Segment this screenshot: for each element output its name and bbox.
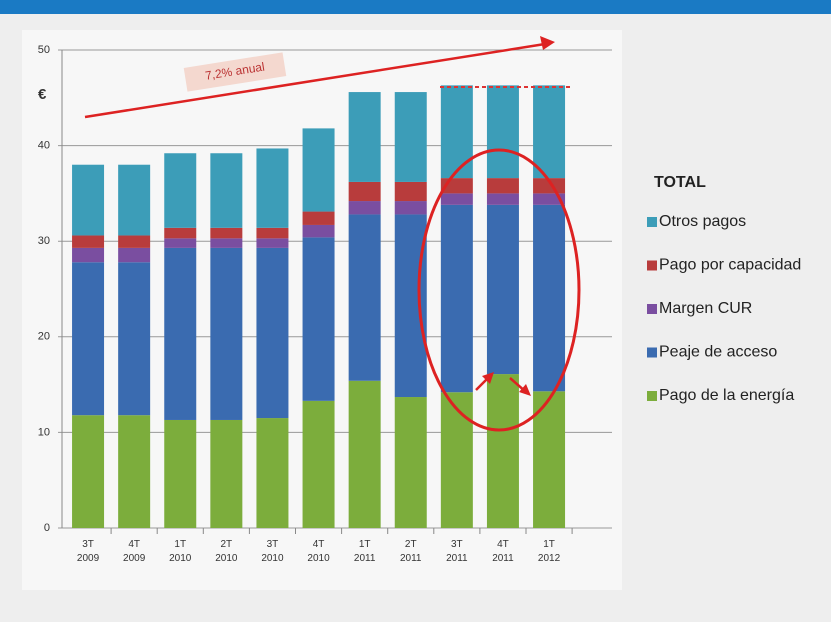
- bar-segment: [210, 227, 243, 239]
- bar-segment: [394, 181, 427, 202]
- bar-segment: [256, 238, 289, 248]
- bar-segment: [118, 415, 151, 528]
- x-tick-label: 3T 2011: [446, 539, 468, 564]
- bar-segment: [256, 148, 289, 228]
- bar-segment: [440, 392, 473, 528]
- bar-segment: [118, 164, 151, 236]
- legend-swatch: [647, 391, 657, 401]
- legend-label: Pago por capacidad: [659, 257, 801, 274]
- x-tick-label: 2T 2010: [215, 539, 238, 564]
- bar-segment: [210, 419, 243, 528]
- grid: [58, 49, 612, 534]
- bar-segment: [486, 204, 519, 375]
- x-tick-label: 1T 2010: [169, 539, 192, 564]
- bar-segment: [302, 224, 335, 238]
- bar-segment: [348, 201, 381, 215]
- bar-segment: [348, 181, 381, 202]
- annotation-bg: [183, 52, 287, 92]
- bar-segment: [210, 247, 243, 420]
- up-arrow-head: [482, 372, 494, 384]
- bar-segment: [256, 227, 289, 239]
- bar-segment: [302, 211, 335, 225]
- bar-segment: [72, 164, 105, 236]
- bar-segment: [118, 262, 151, 416]
- y-tick-label: 20: [38, 331, 50, 343]
- legend-label: Pago de la energía: [659, 387, 794, 404]
- highlight-ellipse: [417, 148, 581, 432]
- y-tick-label: 30: [38, 235, 50, 247]
- y-tick-label: 0: [44, 522, 50, 534]
- bar-segment: [210, 238, 243, 248]
- trend-arrow: [84, 42, 546, 119]
- bar-segment: [118, 247, 151, 263]
- x-tick-label: 1T 2012: [538, 539, 561, 564]
- bar-segment: [394, 92, 427, 182]
- bar-segment: [72, 415, 105, 528]
- y-tick-label: 40: [38, 140, 50, 152]
- x-tick-label: 4T 2010: [307, 539, 330, 564]
- bar-segment: [72, 247, 105, 263]
- legend-label: Margen CUR: [659, 300, 752, 317]
- annotation-box: 7,2% anual: [183, 52, 287, 92]
- bar-segment: [164, 247, 197, 420]
- bar-segment: [72, 235, 105, 248]
- unit-label: €: [38, 86, 47, 103]
- bar-segment: [348, 380, 381, 528]
- bar-segment: [440, 193, 473, 205]
- bar-segment: [394, 397, 427, 528]
- bar-segment: [210, 153, 243, 228]
- bar-segment: [394, 201, 427, 215]
- x-tick-label: 4T 2009: [123, 539, 146, 564]
- bar-segment: [164, 227, 197, 239]
- x-tick-label: 3T 2009: [77, 539, 100, 564]
- bar-segment: [256, 247, 289, 419]
- bar-segment: [118, 235, 151, 248]
- bar-segment: [533, 178, 566, 194]
- bar-segment: [164, 238, 197, 248]
- bar-segment: [164, 419, 197, 528]
- x-tick-label: 3T 2010: [261, 539, 284, 564]
- legend-swatch: [647, 217, 657, 227]
- bar-segment: [486, 178, 519, 194]
- bar-segment: [533, 193, 566, 205]
- legend: Pago de la energía Peaje de acceso Margen …: [647, 213, 801, 404]
- y-tick-label: 50: [38, 44, 50, 56]
- bar-segment: [302, 128, 335, 212]
- x-tick-label: 2T 2011: [400, 539, 422, 564]
- legend-title: TOTAL: [654, 174, 706, 191]
- bar-segment: [486, 374, 519, 528]
- down-arrow-head: [519, 384, 531, 396]
- bar-segment: [533, 204, 566, 392]
- bar-segment: [486, 193, 519, 205]
- top-bar: [0, 0, 831, 14]
- legend-label: Otros pagos: [659, 213, 746, 230]
- bar-segment: [533, 85, 566, 179]
- bar-segment: [348, 214, 381, 381]
- bar-segment: [440, 204, 473, 393]
- bar-segment: [440, 85, 473, 179]
- bar-segment: [302, 400, 335, 528]
- x-tick-label: 1T 2011: [354, 539, 376, 564]
- bar-segment: [394, 214, 427, 398]
- arrow-head: [540, 36, 555, 50]
- y-tick-label: 10: [38, 426, 50, 438]
- bars: [72, 85, 566, 528]
- legend-swatch: [647, 347, 657, 358]
- bar-segment: [302, 237, 335, 401]
- bar-segment: [256, 418, 289, 528]
- bar-segment: [164, 153, 197, 228]
- bar-segment: [486, 85, 519, 179]
- bar-segment: [72, 262, 105, 416]
- legend-swatch: [647, 260, 657, 271]
- legend-label: Peaje de acceso: [659, 344, 777, 361]
- x-tick-label: 4T 2011: [492, 539, 514, 564]
- bar-segment: [533, 391, 566, 528]
- legend-swatch: [647, 304, 657, 314]
- labels: 0 10 20 30 40 50 3T 2009 4T 2009 1T 2010 2T 2010 3T 201…: [38, 44, 561, 564]
- bar-segment: [348, 92, 381, 182]
